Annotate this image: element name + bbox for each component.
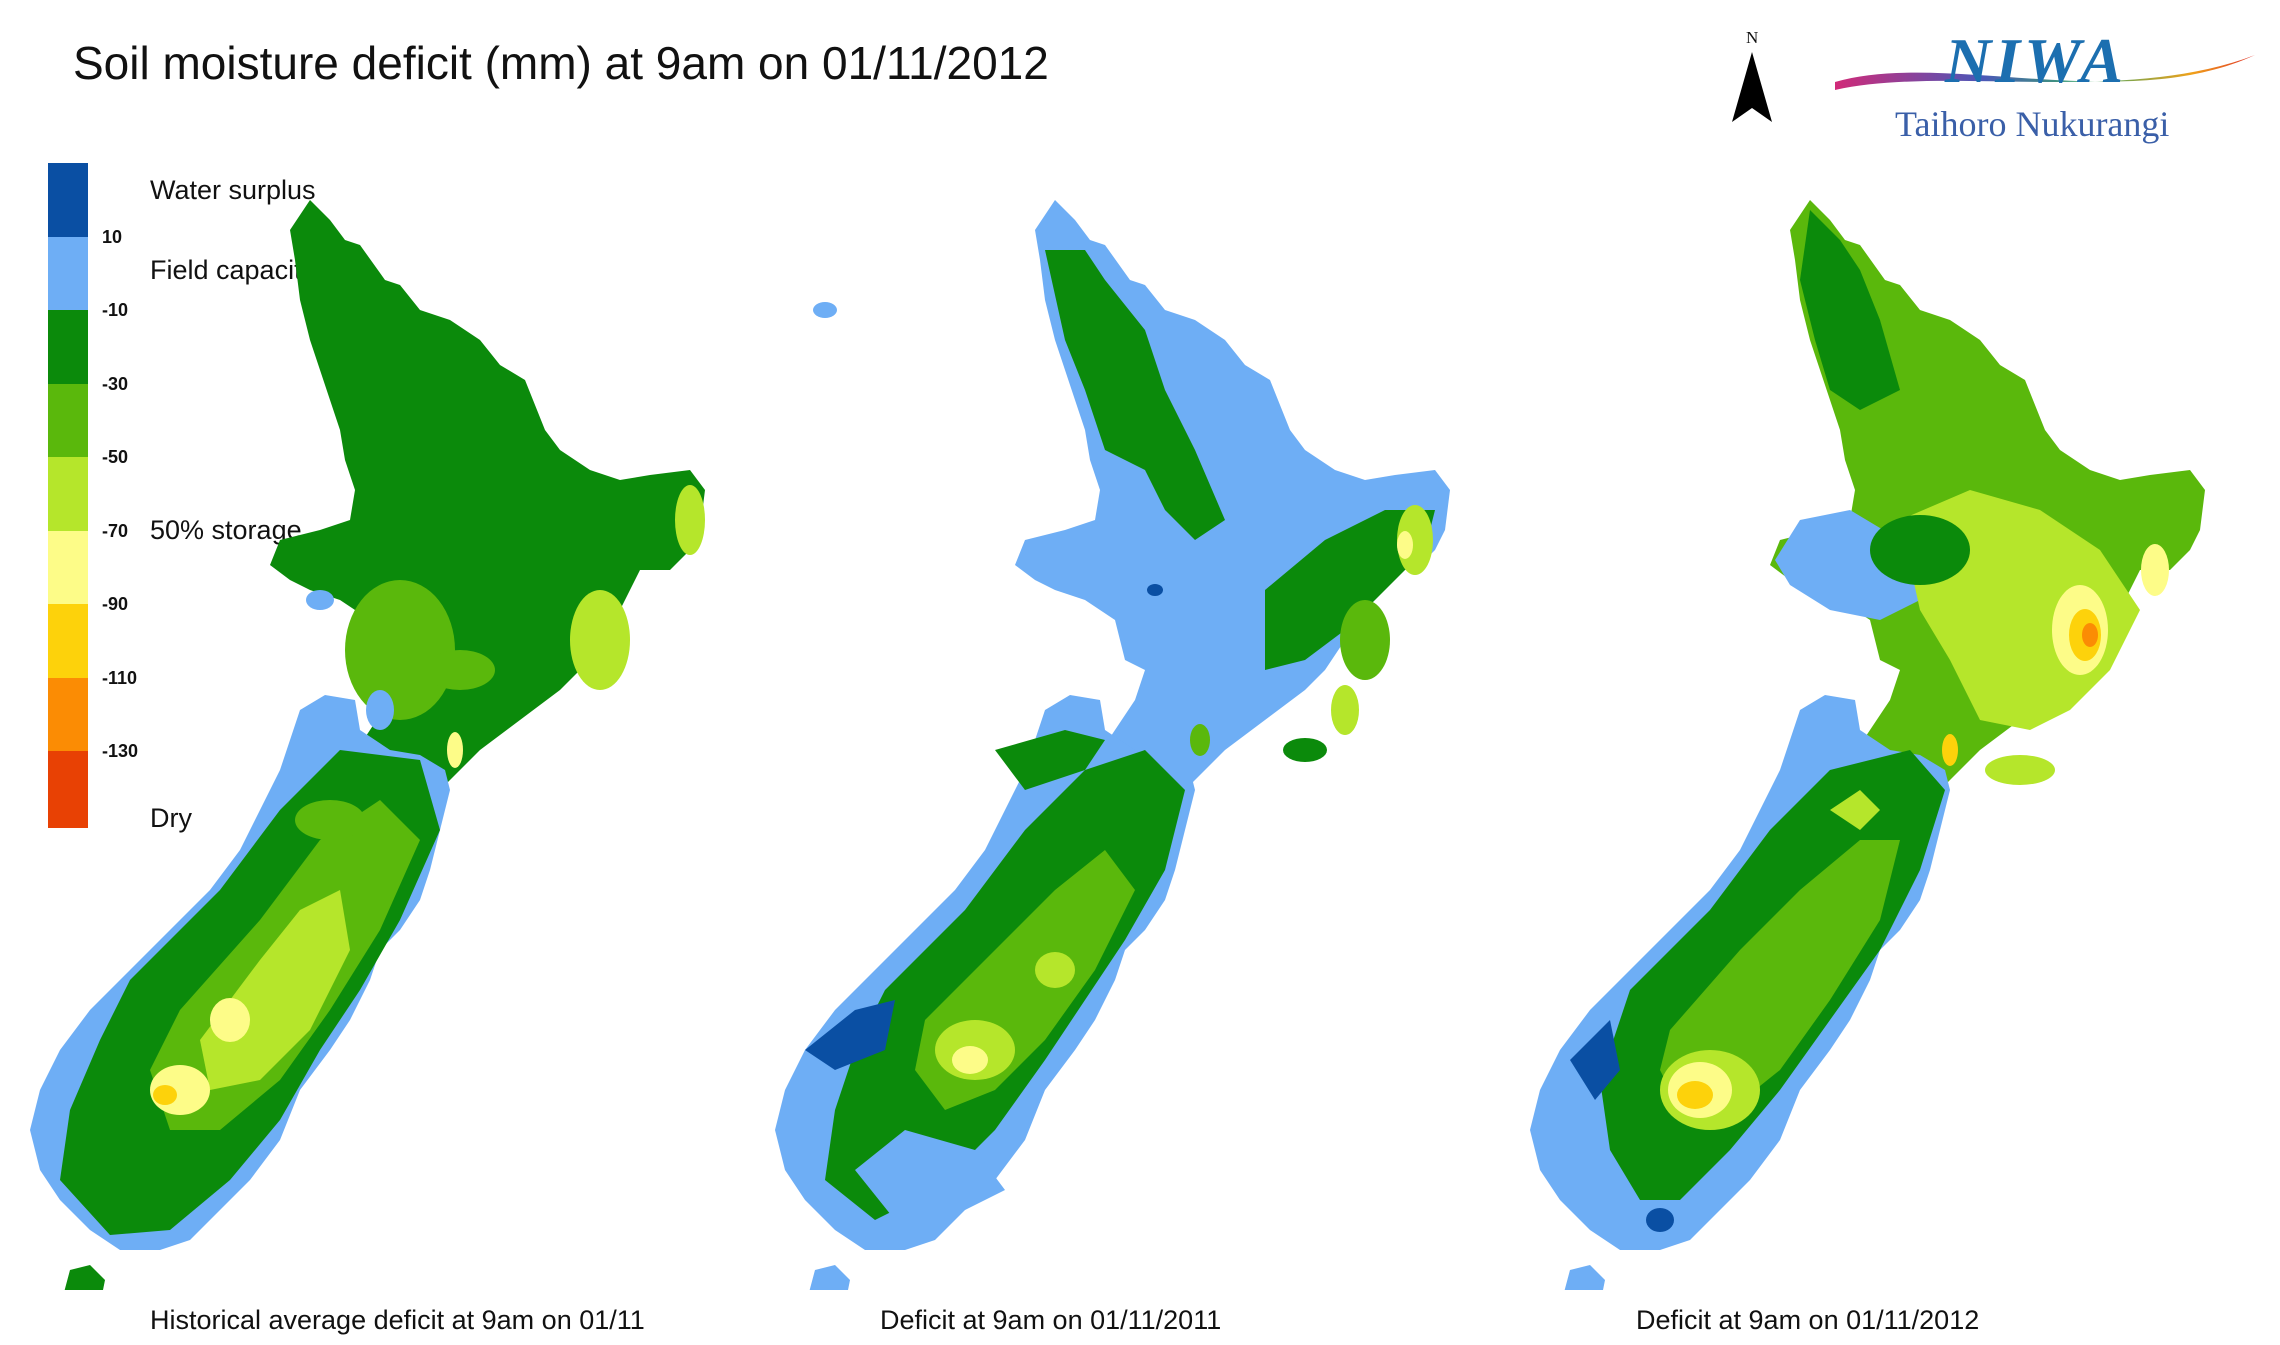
legend-swatch-minus90-minus110 [48, 604, 88, 678]
legend-swatch-dry [48, 751, 88, 828]
legend-label-field-capacity: Field capacity [150, 255, 316, 285]
legend-swatch-field-capacity [48, 237, 88, 310]
map-deficit-2012 [1500, 190, 2260, 1290]
legend-tick: -130 [102, 741, 139, 761]
nz-map [30, 200, 705, 1290]
map-deficit-2011 [745, 190, 1505, 1290]
map-historical-average [0, 190, 760, 1290]
legend: 10 -10 -30 -50 -70 -90 -110 -130 Water s… [48, 163, 368, 833]
logo-name: NIWA [1945, 25, 2127, 96]
legend-tick: -90 [102, 594, 129, 614]
nz-map [1530, 200, 2205, 1290]
map-caption-historical: Historical average deficit at 9am on 01/… [150, 1305, 645, 1335]
legend-tick: -50 [102, 447, 129, 467]
legend-tick: -110 [102, 668, 138, 688]
legend-tick: 10 [102, 227, 123, 247]
legend-swatch-minus70-minus90 [48, 531, 88, 604]
legend-tick: -10 [102, 300, 129, 320]
legend-label-storage: 50% storage [150, 515, 302, 545]
north-arrow-icon [1732, 52, 1772, 122]
legend-label-dry: Dry [150, 803, 192, 833]
north-label: N [1746, 28, 1759, 47]
map-title: Soil moisture deficit (mm) at 9am on 01/… [73, 37, 1049, 89]
map-caption-2012: Deficit at 9am on 01/11/2012 [1636, 1305, 1980, 1335]
legend-tick: -30 [102, 374, 129, 394]
legend-swatch-minus110-minus130 [48, 678, 88, 751]
legend-swatch-minus30-minus50 [48, 384, 88, 457]
logo-subtitle: Taihoro Nukurangi [1895, 104, 2170, 144]
legend-swatch-minus10-minus30 [48, 310, 88, 384]
legend-tick: -70 [102, 521, 129, 541]
legend-label-water-surplus: Water surplus [150, 175, 316, 205]
nz-map [775, 200, 1450, 1290]
legend-swatch-minus50-minus70 [48, 457, 88, 531]
legend-swatch-water-surplus [48, 163, 88, 237]
map-caption-2011: Deficit at 9am on 01/11/2011 [880, 1305, 1222, 1335]
